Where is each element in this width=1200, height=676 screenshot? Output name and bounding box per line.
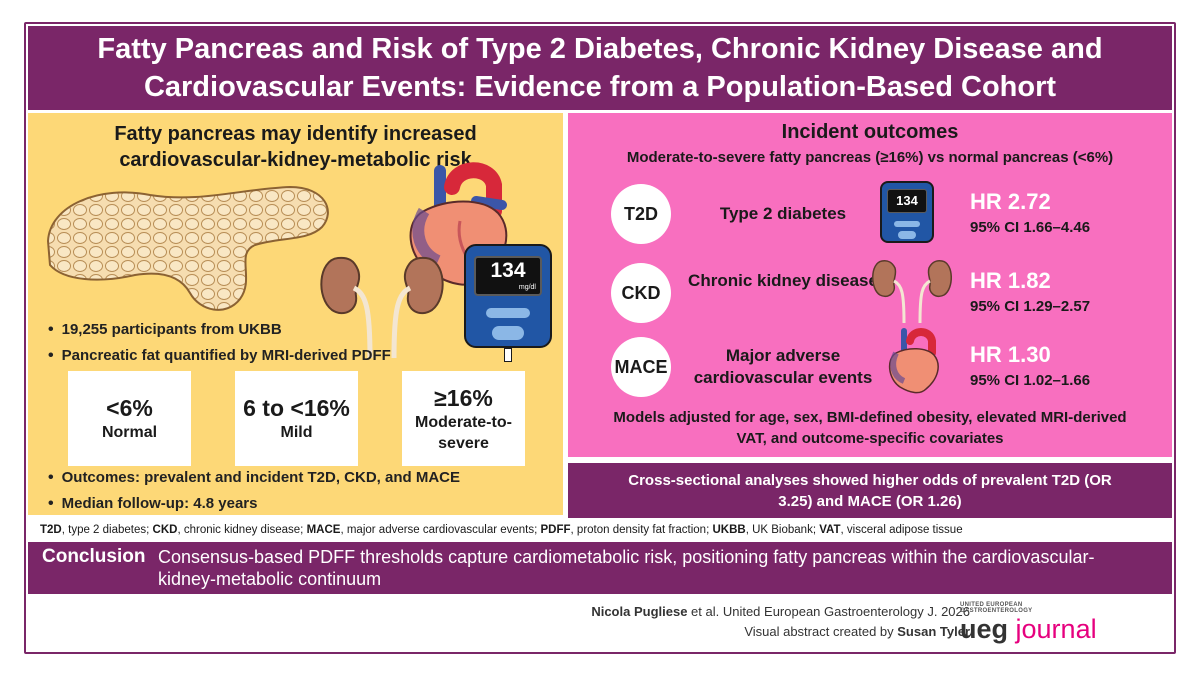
logo-line2: GASTROENTEROLOGY (960, 608, 1033, 614)
outcome-name-ckd: Chronic kidney disease (688, 271, 878, 290)
category-normal: <6% Normal (68, 371, 191, 466)
models-note: Models adjusted for age, sex, BMI-define… (613, 409, 1127, 447)
kidney-icon (320, 256, 444, 359)
meter-unit: mg/dl (518, 284, 536, 291)
logo-line1: UNITED EUROPEAN (960, 602, 1023, 608)
category-value: 6 to <16% (243, 395, 350, 421)
right-panel: Incident outcomes Moderate-to-severe fat… (568, 113, 1172, 457)
conclusion-text: Consensus-based PDFF thresholds capture … (158, 547, 1095, 589)
left-panel: Fatty pancreas may identify increased ca… (28, 113, 563, 515)
outcome-abbr-t2d: T2D (611, 184, 671, 244)
conclusion-label: Conclusion (42, 546, 146, 567)
abbr-term: PDFF (540, 524, 571, 536)
hr-ckd: HR 1.82 (970, 268, 1051, 293)
outcome-abbr-ckd: CKD (611, 263, 671, 323)
heart-icon (888, 328, 939, 394)
outcome-name-t2d: Type 2 diabetes (719, 204, 847, 223)
hr-mace: HR 1.30 (970, 342, 1051, 367)
abbr-def: , UK Biobank; (745, 524, 820, 536)
credit-creator: Susan Tyler (897, 624, 970, 639)
glucose-meter-icon: 134 mg/dl (464, 244, 552, 362)
meter-reading: 134 (887, 189, 927, 213)
ci-ckd: 95% CI 1.29–2.57 (970, 298, 1091, 315)
abbr-def: , visceral adipose tissue (840, 524, 963, 536)
credit-author: Nicola Pugliese (591, 604, 688, 619)
category-value: ≥16% (434, 384, 493, 411)
category-label: Normal (101, 424, 158, 441)
cross-sectional-note: Cross-sectional analyses showed higher o… (568, 463, 1172, 518)
credit-citation: et al. United European Gastroenterology … (687, 604, 970, 619)
credit-created-prefix: Visual abstract created by (744, 624, 898, 639)
abbr-def: , chronic kidney disease; (177, 524, 307, 536)
abbr-term: CKD (152, 524, 178, 536)
abbr-def: , major adverse cardiovascular events; (340, 524, 541, 536)
page-title: Fatty Pancreas and Risk of Type 2 Diabet… (28, 26, 1172, 110)
abbr-term: UKBB (712, 524, 746, 536)
kidney-icon (872, 260, 952, 324)
outcome-abbr-mace: MACE (611, 337, 671, 397)
category-value: <6% (106, 395, 153, 421)
ci-t2d: 95% CI 1.66–4.46 (970, 219, 1091, 236)
abbr-term: MACE (306, 524, 341, 536)
comparison-subheading: Moderate-to-severe fatty pancreas (≥16%)… (626, 149, 1114, 166)
category-label: Moderate-to-severe (415, 413, 512, 452)
bullet-pdff: Pancreatic fat quantified by MRI-derived… (48, 343, 391, 369)
abbr-term: VAT (819, 524, 841, 536)
bullet-follow-up: Median follow-up: 4.8 years (48, 491, 460, 517)
pancreas-icon (46, 185, 329, 311)
category-label: Mild (280, 424, 313, 441)
credit: Nicola Pugliese et al. United European G… (591, 602, 970, 642)
abbr-def: , proton density fat fraction; (570, 524, 713, 536)
category-moderate-severe: ≥16% Moderate-to-severe (402, 371, 525, 466)
category-mild: 6 to <16% Mild (235, 371, 358, 466)
hr-t2d: HR 2.72 (970, 189, 1051, 214)
left-heading: Fatty pancreas may identify increased ca… (114, 123, 477, 171)
abbr-def: , type 2 diabetes; (61, 524, 153, 536)
ci-mace: 95% CI 1.02–1.66 (970, 372, 1091, 389)
logo-word-ueg: ueg (960, 614, 1009, 644)
bullet-participants: 19,255 participants from UKBB (48, 317, 391, 343)
bullet-outcomes: Outcomes: prevalent and incident T2D, CK… (48, 465, 460, 491)
outcome-name-mace: Major adverse cardiovascular events (693, 346, 873, 387)
abbreviations-footnote: T2D, type 2 diabetes; CKD, chronic kidne… (40, 522, 1160, 538)
bullets-top: 19,255 participants from UKBB Pancreatic… (48, 317, 391, 369)
bullets-bottom: Outcomes: prevalent and incident T2D, CK… (48, 465, 460, 517)
page-frame (24, 22, 1176, 654)
logo-word-journal: journal (1015, 614, 1097, 644)
conclusion-bar: Conclusion Consensus-based PDFF threshol… (28, 542, 1172, 594)
glucose-meter-icon: 134 (880, 181, 934, 243)
meter-reading: 134 (490, 259, 526, 282)
abbr-term: T2D (40, 524, 62, 536)
ueg-journal-logo: UNITED EUROPEAN GASTROENTEROLOGY ueg jou… (960, 602, 1160, 644)
incident-outcomes-heading: Incident outcomes (781, 121, 959, 143)
